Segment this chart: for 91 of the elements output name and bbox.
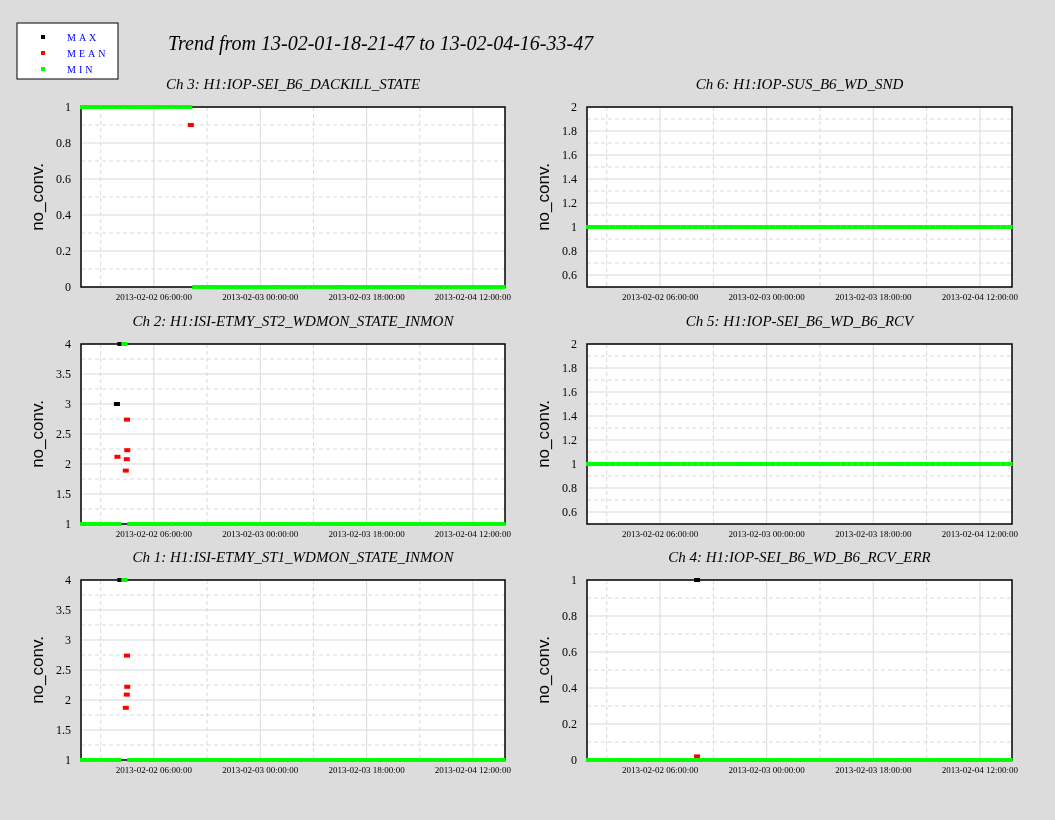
chart-title: Ch 3: H1:IOP-SEI_B6_DACKILL_STATE — [165, 76, 421, 92]
y-tick-label: 3 — [65, 633, 71, 647]
y-tick-label: 1 — [65, 753, 71, 767]
y-tick-label: 4 — [65, 573, 71, 587]
legend-label: MAX — [67, 32, 100, 43]
y-tick-label: 2 — [65, 457, 71, 471]
x-tick-label: 2013-02-03 00:00:00 — [728, 765, 806, 775]
point — [124, 448, 131, 453]
y-tick-label: 0.8 — [562, 609, 577, 623]
x-tick-label: 2013-02-03 18:00:00 — [328, 529, 406, 539]
point — [114, 454, 121, 459]
y-tick-label: 1 — [65, 517, 71, 531]
x-tick-label: 2013-02-03 18:00:00 — [835, 292, 912, 302]
y-tick-label: 1.6 — [562, 385, 577, 399]
y-axis-title: no_conv. — [28, 163, 47, 231]
x-tick-label: 2013-02-04 12:00:00 — [434, 529, 512, 539]
y-tick-label: 1 — [571, 220, 577, 234]
x-tick-label: 2013-02-04 12:00:00 — [941, 765, 1019, 775]
y-tick-label: 0.8 — [562, 481, 577, 495]
y-tick-label: 2 — [65, 693, 71, 707]
y-tick-label: 1.2 — [562, 196, 577, 210]
x-tick-label: 2013-02-02 06:00:00 — [115, 765, 193, 775]
point — [123, 692, 130, 697]
x-tick-label: 2013-02-03 18:00:00 — [835, 529, 912, 539]
y-tick-label: 0.6 — [562, 645, 577, 659]
y-axis-title: no_conv. — [534, 400, 553, 468]
x-tick-label: 2013-02-02 06:00:00 — [621, 529, 699, 539]
y-tick-label: 1.8 — [562, 124, 577, 138]
y-tick-label: 0.8 — [56, 136, 71, 150]
point — [122, 705, 129, 710]
point — [124, 417, 130, 422]
y-tick-label: 0.6 — [56, 172, 71, 186]
y-tick-label: 1.8 — [562, 361, 577, 375]
y-tick-label: 1 — [571, 457, 577, 471]
y-axis-title: no_conv. — [534, 163, 553, 231]
y-axis-title: no_conv. — [28, 400, 47, 468]
x-tick-label: 2013-02-03 00:00:00 — [222, 765, 299, 775]
y-tick-label: 1.2 — [562, 433, 577, 447]
y-axis-title: no_conv. — [534, 636, 553, 704]
y-tick-label: 1 — [571, 573, 577, 587]
y-tick-label: 2.5 — [56, 663, 71, 677]
x-tick-label: 2013-02-03 00:00:00 — [222, 529, 299, 539]
chart-title: Ch 6: H1:IOP-SUS_B6_WD_SND — [695, 76, 904, 92]
x-tick-label: 2013-02-04 12:00:00 — [941, 529, 1019, 539]
x-tick-label: 2013-02-02 06:00:00 — [621, 292, 699, 302]
y-tick-label: 0.2 — [562, 717, 577, 731]
y-tick-label: 0.2 — [56, 244, 71, 258]
y-tick-label: 0 — [571, 753, 577, 767]
x-tick-label: 2013-02-03 00:00:00 — [222, 292, 299, 302]
y-tick-label: 1.5 — [56, 487, 71, 501]
y-tick-label: 1 — [65, 100, 71, 114]
legend-label: MEAN — [67, 48, 109, 59]
point — [122, 468, 129, 473]
x-tick-label: 2013-02-04 12:00:00 — [941, 292, 1019, 302]
y-tick-label: 2 — [571, 100, 577, 114]
x-tick-label: 2013-02-02 06:00:00 — [115, 529, 193, 539]
y-tick-label: 0.4 — [56, 208, 71, 222]
y-tick-label: 1.6 — [562, 148, 577, 162]
chart-title: Ch 1: H1:ISI-ETMY_ST1_WDMON_STATE_INMON — [132, 549, 455, 565]
y-tick-label: 0.6 — [562, 268, 577, 282]
y-tick-label: 1.4 — [562, 409, 577, 423]
y-tick-label: 0.4 — [562, 681, 577, 695]
x-tick-label: 2013-02-02 06:00:00 — [621, 765, 699, 775]
x-tick-label: 2013-02-03 18:00:00 — [835, 765, 912, 775]
y-tick-label: 2.5 — [56, 427, 71, 441]
point — [124, 653, 130, 658]
x-tick-label: 2013-02-04 12:00:00 — [434, 292, 512, 302]
point — [123, 457, 130, 462]
chart-title: Ch 4: H1:IOP-SEI_B6_WD_B6_RCV_ERR — [668, 549, 931, 565]
text: Trend from 13-02-01-18-21-47 to 13-02-04-16-33-47 — [168, 32, 595, 55]
x-tick-label: 2013-02-03 18:00:00 — [328, 765, 406, 775]
chart-title: Ch 2: H1:ISI-ETMY_ST2_WDMON_STATE_INMON — [132, 313, 455, 329]
x-tick-label: 2013-02-02 06:00:00 — [115, 292, 193, 302]
y-tick-label: 2 — [571, 337, 577, 351]
x-tick-label: 2013-02-03 00:00:00 — [728, 529, 806, 539]
y-tick-label: 0 — [65, 280, 71, 294]
x-tick-label: 2013-02-04 12:00:00 — [434, 765, 512, 775]
y-tick-label: 3.5 — [56, 367, 71, 381]
y-tick-label: 3 — [65, 397, 71, 411]
y-tick-label: 1.5 — [56, 723, 71, 737]
y-tick-label: 0.8 — [562, 244, 577, 258]
y-tick-label: 0.6 — [562, 505, 577, 519]
point — [124, 684, 131, 689]
y-axis-title: no_conv. — [28, 636, 47, 704]
x-tick-label: 2013-02-03 18:00:00 — [328, 292, 406, 302]
y-tick-label: 1.4 — [562, 172, 577, 186]
legend-label: MIN — [67, 64, 96, 75]
y-tick-label: 3.5 — [56, 603, 71, 617]
x-tick-label: 2013-02-03 00:00:00 — [728, 292, 806, 302]
chart-title: Ch 5: H1:IOP-SEI_B6_WD_B6_RCV — [685, 313, 916, 329]
y-tick-label: 4 — [65, 337, 71, 351]
